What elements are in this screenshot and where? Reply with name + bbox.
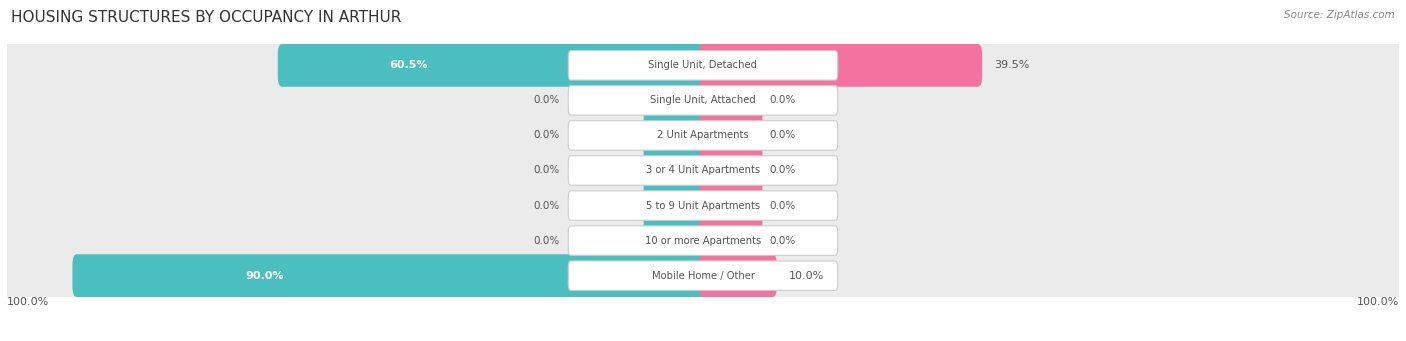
FancyBboxPatch shape: [73, 254, 707, 297]
FancyBboxPatch shape: [6, 34, 1400, 97]
FancyBboxPatch shape: [6, 174, 1400, 237]
Text: 0.0%: 0.0%: [770, 131, 796, 140]
FancyBboxPatch shape: [643, 79, 707, 122]
FancyBboxPatch shape: [568, 226, 838, 255]
Text: 0.0%: 0.0%: [533, 165, 560, 176]
FancyBboxPatch shape: [6, 69, 1400, 132]
FancyBboxPatch shape: [6, 209, 1400, 272]
FancyBboxPatch shape: [643, 114, 707, 157]
FancyBboxPatch shape: [568, 261, 838, 291]
Text: Single Unit, Attached: Single Unit, Attached: [650, 95, 756, 105]
Text: 0.0%: 0.0%: [533, 201, 560, 210]
Text: 39.5%: 39.5%: [994, 60, 1031, 70]
Text: 2 Unit Apartments: 2 Unit Apartments: [657, 131, 749, 140]
Text: 100.0%: 100.0%: [1357, 297, 1399, 307]
Text: 0.0%: 0.0%: [533, 95, 560, 105]
Text: HOUSING STRUCTURES BY OCCUPANCY IN ARTHUR: HOUSING STRUCTURES BY OCCUPANCY IN ARTHU…: [11, 10, 402, 25]
Text: 100.0%: 100.0%: [7, 297, 49, 307]
FancyBboxPatch shape: [643, 219, 707, 262]
FancyBboxPatch shape: [568, 50, 838, 80]
FancyBboxPatch shape: [699, 44, 981, 87]
Text: Mobile Home / Other: Mobile Home / Other: [651, 271, 755, 281]
FancyBboxPatch shape: [6, 139, 1400, 202]
FancyBboxPatch shape: [568, 156, 838, 185]
FancyBboxPatch shape: [6, 104, 1400, 167]
FancyBboxPatch shape: [699, 79, 763, 122]
Text: 5 to 9 Unit Apartments: 5 to 9 Unit Apartments: [645, 201, 761, 210]
Text: 0.0%: 0.0%: [770, 165, 796, 176]
Text: 0.0%: 0.0%: [533, 236, 560, 246]
Text: Single Unit, Detached: Single Unit, Detached: [648, 60, 758, 70]
Legend: Owner-occupied, Renter-occupied: Owner-occupied, Renter-occupied: [572, 339, 834, 341]
FancyBboxPatch shape: [6, 244, 1400, 307]
FancyBboxPatch shape: [568, 121, 838, 150]
FancyBboxPatch shape: [699, 219, 763, 262]
Text: 3 or 4 Unit Apartments: 3 or 4 Unit Apartments: [645, 165, 761, 176]
Text: Source: ZipAtlas.com: Source: ZipAtlas.com: [1284, 10, 1395, 20]
FancyBboxPatch shape: [699, 114, 763, 157]
Text: 0.0%: 0.0%: [770, 95, 796, 105]
FancyBboxPatch shape: [699, 184, 763, 227]
Text: 90.0%: 90.0%: [245, 271, 284, 281]
FancyBboxPatch shape: [699, 149, 763, 192]
Text: 0.0%: 0.0%: [770, 236, 796, 246]
Text: 10 or more Apartments: 10 or more Apartments: [645, 236, 761, 246]
Text: 60.5%: 60.5%: [389, 60, 427, 70]
FancyBboxPatch shape: [568, 86, 838, 115]
FancyBboxPatch shape: [643, 184, 707, 227]
FancyBboxPatch shape: [568, 191, 838, 220]
Text: 0.0%: 0.0%: [770, 201, 796, 210]
Text: 10.0%: 10.0%: [789, 271, 824, 281]
FancyBboxPatch shape: [643, 149, 707, 192]
Text: 0.0%: 0.0%: [533, 131, 560, 140]
FancyBboxPatch shape: [278, 44, 707, 87]
FancyBboxPatch shape: [699, 254, 776, 297]
